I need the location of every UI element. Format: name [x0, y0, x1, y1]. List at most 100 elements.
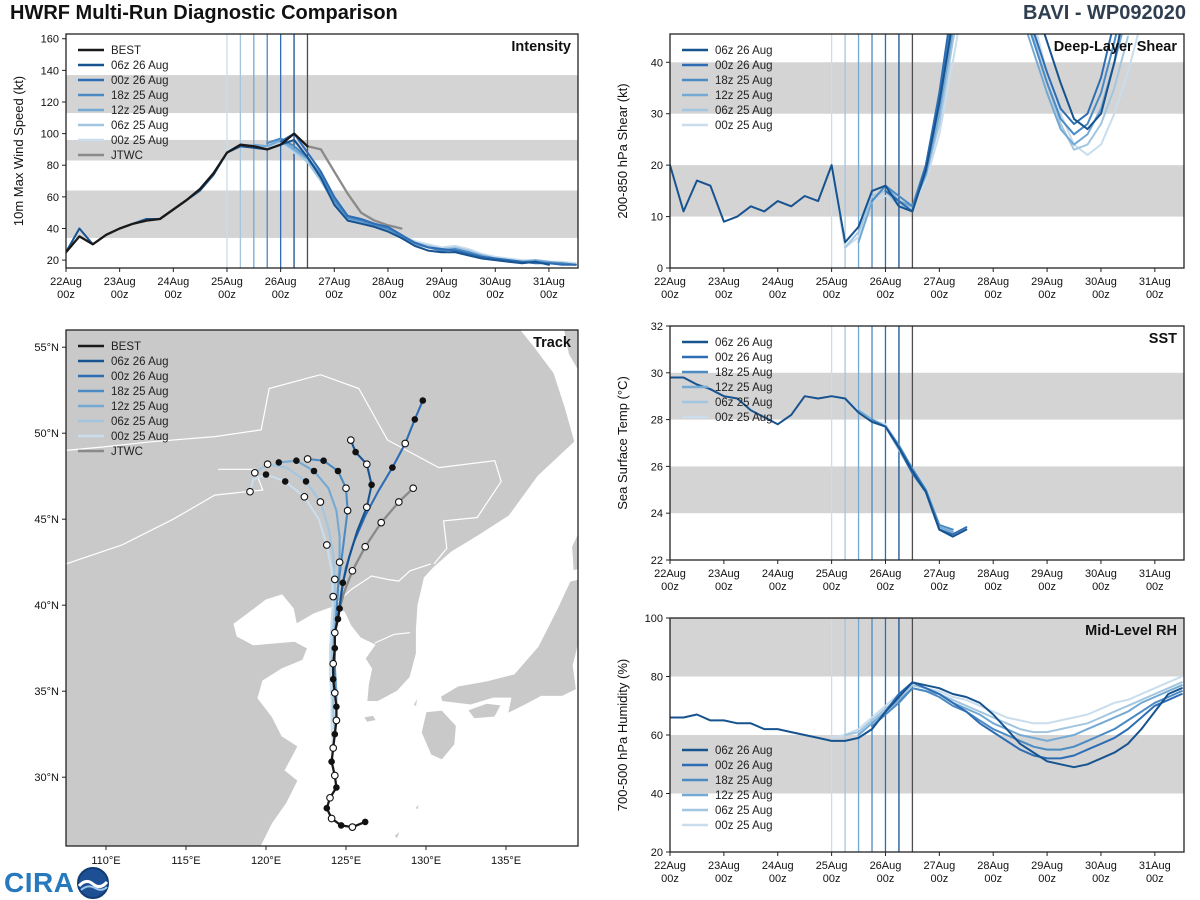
position-marker-filled: [419, 397, 427, 404]
legend: 06z 26 Aug 00z 26 Aug 18z 25 Aug 12z 25 Aug…: [682, 745, 773, 832]
y-tick-label: 20: [651, 847, 663, 859]
position-marker-filled: [352, 448, 359, 456]
position-marker-filled: [262, 471, 270, 478]
position-marker-filled: [389, 464, 396, 471]
x-tick-hour: 00z: [984, 873, 1002, 885]
plot-frame: [65, 329, 579, 847]
position-marker-filled: [333, 703, 340, 710]
x-tick-hour: 00z: [769, 873, 787, 885]
intensity-plot-area: [66, 34, 578, 268]
y-tick-label: 30: [651, 368, 663, 380]
x-tick-hour: 00z: [769, 289, 787, 301]
y-tick-label: 20: [47, 255, 59, 267]
series-06z-26-aug: [670, 34, 1121, 244]
position-marker-filled: [331, 644, 339, 652]
position-marker-open: [348, 566, 357, 575]
x-tick-day: 26Aug: [870, 568, 902, 580]
landmass: [466, 702, 502, 720]
position-marker-open: [300, 492, 309, 501]
shaded-band: [66, 190, 578, 238]
x-tick-hour: 00z: [1146, 873, 1164, 885]
y-tick-label: 40: [651, 57, 663, 69]
x-tick-day: 27Aug: [923, 568, 955, 580]
position-marker-open: [362, 503, 371, 512]
x-tick-hour: 00z: [661, 873, 679, 885]
y-tick-label: 22: [651, 555, 663, 567]
x-tick-hour: 00z: [379, 289, 397, 301]
position-marker-open: [330, 689, 339, 697]
x-tick-hour: 00z: [823, 873, 841, 885]
legend-label: 06z 26 Aug: [715, 745, 773, 757]
y-tick-label: 60: [47, 192, 59, 204]
x-tick-hour: 00z: [164, 289, 182, 301]
y-tick-label: 24: [651, 508, 663, 520]
series-12z-25-aug: [857, 34, 1123, 244]
position-marker-open: [329, 744, 338, 752]
x-tick-day: 23Aug: [708, 860, 740, 872]
position-marker-filled: [275, 459, 283, 466]
position-marker-open: [327, 814, 336, 823]
legend-label: 00z 25 Aug: [111, 431, 169, 443]
legend-label: 00z 26 Aug: [715, 60, 773, 72]
x-tick-hour: 00z: [1038, 581, 1056, 593]
position-marker-open: [361, 542, 370, 551]
x-tick-day: 25Aug: [816, 860, 848, 872]
x-tick-day: 30Aug: [1085, 276, 1117, 288]
shear-panel: 22Aug 00z 23Aug 00z 24Aug 00z 25Aug 00z 26Aug 00z…: [612, 26, 1196, 314]
legend-label: 00z 25 Aug: [715, 820, 773, 832]
storm-id: BAVI - WP092020: [1022, 2, 1186, 24]
x-tick-day: 31Aug: [1139, 568, 1171, 580]
plot-frame: [65, 33, 579, 269]
legend-label: JTWC: [111, 150, 143, 162]
x-tick-day: 29Aug: [1031, 860, 1063, 872]
position-marker-filled: [336, 605, 343, 612]
x-tick-hour: 00z: [540, 289, 558, 301]
x-tick-day: 31Aug: [533, 276, 565, 288]
landmass: [439, 578, 578, 715]
position-marker-open: [362, 460, 371, 469]
shear-plot-area: [670, 34, 1184, 268]
series-18z-25-aug: [871, 687, 1183, 751]
series-00z-25-aug: [830, 34, 1140, 249]
x-tick-hour: 00z: [769, 581, 787, 593]
position-marker-filled: [337, 822, 345, 829]
position-marker-open: [348, 823, 357, 831]
track-panel-title: Track: [533, 335, 572, 351]
x-tick-hour: 00z: [661, 581, 679, 593]
landmass: [563, 330, 578, 372]
country-border: [334, 563, 431, 606]
position-marker-open: [346, 436, 355, 444]
legend-label: 18z 25 Aug: [715, 75, 773, 87]
x-tick-day: 28Aug: [977, 568, 1009, 580]
position-marker-open: [326, 793, 334, 802]
lon-tick-label: 115°E: [171, 855, 200, 867]
y-tick-label: 20: [651, 160, 663, 172]
legend-label: 18z 25 Aug: [111, 386, 169, 398]
lon-tick-label: 120°E: [251, 855, 281, 867]
shaded-band: [66, 75, 578, 114]
x-tick-day: 29Aug: [1031, 568, 1063, 580]
y-tick-label: 0: [657, 263, 663, 275]
y-tick-label: 32: [651, 321, 663, 333]
country-border: [374, 632, 411, 644]
x-tick-hour: 00z: [715, 873, 733, 885]
legend-label: JTWC: [111, 446, 143, 458]
legend-label: 06z 25 Aug: [111, 416, 169, 428]
legend-label: 00z 25 Aug: [111, 135, 169, 147]
landmass: [412, 696, 419, 708]
series-06z-25-aug: [844, 34, 1129, 249]
legend-label: 00z 26 Aug: [715, 760, 773, 772]
position-marker-filled: [339, 579, 347, 587]
x-tick-day: 30Aug: [479, 276, 511, 288]
x-tick-hour: 00z: [1038, 289, 1056, 301]
x-tick-hour: 00z: [325, 289, 343, 301]
track-plot-area: [66, 330, 578, 846]
x-tick-hour: 00z: [930, 873, 948, 885]
legend-label: 12z 25 Aug: [111, 401, 169, 413]
series-06z-26-aug: [670, 681, 1183, 769]
y-tick-label: 10: [651, 212, 663, 224]
lon-tick-label: 135°E: [491, 855, 521, 867]
x-tick-hour: 00z: [930, 289, 948, 301]
rh-panel-title: Mid-Level RH: [1085, 623, 1177, 639]
shear-panel-title: Deep-Layer Shear: [1054, 39, 1178, 55]
